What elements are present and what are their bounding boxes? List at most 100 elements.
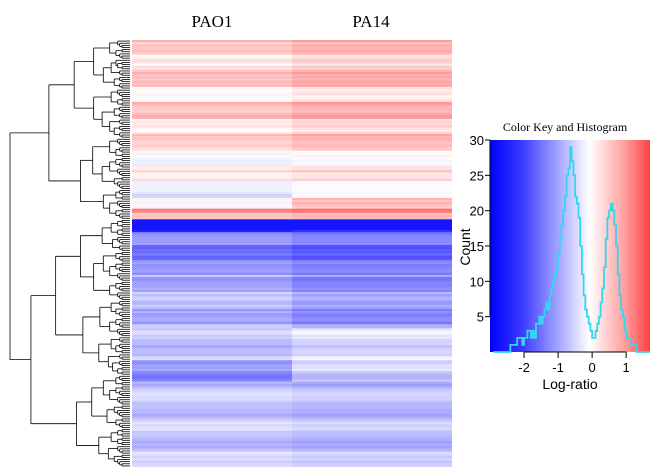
heatmap-cell [292,462,452,466]
heatmap-cell [292,52,452,56]
heatmap-cell [292,276,452,280]
histogram-y-tick-label: 5 [477,310,484,325]
heatmap-cell [132,157,292,160]
heatmap-cell [292,439,452,442]
histogram-x-tick-label: 0 [589,360,596,375]
row-dendrogram [9,40,130,467]
heatmap-cell [132,44,292,47]
heatmap-cell [292,343,452,346]
heatmap-cell [132,392,292,395]
heatmap-cell [132,345,292,348]
heatmap-cell [292,328,452,331]
heatmap-cell [292,42,452,45]
column-label-pa14: PA14 [352,12,390,31]
heatmap-cell [132,221,292,224]
heatmap-cell [132,385,292,389]
heatmap-cell [132,298,292,301]
heatmap-cell [292,44,452,47]
heatmap-cell [132,151,292,154]
heatmap-cell [292,118,452,122]
heatmap-cell [132,289,292,293]
heatmap-cell [292,232,452,235]
heatmap-cell [132,349,292,353]
heatmap-cell [132,432,292,436]
heatmap-cell [132,142,292,146]
heatmap-cell [292,460,452,464]
heatmap-cell [292,396,452,400]
heatmap-cell [132,443,292,447]
heatmap-cell [292,127,452,131]
heatmap-cell [292,208,452,212]
heatmap-cell [292,221,452,224]
heatmap-cell [132,411,292,415]
heatmap-cell [132,244,292,248]
heatmap-cell [292,306,452,310]
heatmap-cell [292,195,452,199]
heatmap-cell [292,300,452,303]
heatmap-cell [292,370,452,374]
heatmap: PAO1 PA14 [9,12,452,467]
heatmap-cell [292,247,452,250]
heatmap-cell [132,168,292,171]
heatmap-cell [132,116,292,120]
heatmap-cell [132,464,292,467]
heatmap-cell [292,140,452,143]
heatmap-cell [292,187,452,190]
heatmap-cell [292,296,452,299]
heatmap-cell [132,69,292,73]
heatmap-cell [132,195,292,199]
heatmap-cell [132,212,292,216]
heatmap-cell [292,210,452,214]
heatmap-cell [132,86,292,90]
heatmap-cell [132,430,292,434]
heatmap-cell [292,48,452,52]
heatmap-cell [292,91,452,94]
heatmap-cell [292,40,452,43]
heatmap-cell [292,101,452,105]
heatmap-cell [292,388,452,391]
heatmap-cell [132,317,292,321]
heatmap-cell [132,268,292,271]
heatmap-cell [132,50,292,54]
heatmap-cell [132,285,292,289]
heatmap-cell [132,101,292,105]
heatmap-cell [132,232,292,235]
heatmap-cell [132,368,292,372]
heatmap-cell [132,323,292,327]
heatmap-cell [292,212,452,216]
heatmap-cell [292,272,452,276]
heatmap-cell [132,454,292,457]
heatmap-cell [132,121,292,124]
heatmap-cell [132,413,292,417]
heatmap-cell [132,415,292,419]
heatmap-cell [292,390,452,393]
heatmap-cell [292,449,452,453]
heatmap-cell [132,148,292,152]
heatmap-cell [292,319,452,323]
heatmap-cell [292,445,452,449]
heatmap-cell [132,42,292,45]
heatmap-cell [292,349,452,353]
histogram-x-tick-label: 1 [623,360,630,375]
heatmap-cell [132,238,292,242]
heatmap-cell [132,118,292,122]
heatmap-cell [292,67,452,71]
heatmap-cell [132,373,292,376]
heatmap-cell [132,343,292,346]
heatmap-cell [132,76,292,79]
heatmap-cell [132,390,292,393]
heatmap-cell [292,151,452,154]
heatmap-cell [292,336,452,340]
heatmap-cell [292,385,452,389]
heatmap-cell [292,176,452,180]
heatmap-cell [132,311,292,314]
heatmap-cell [132,206,292,210]
heatmap-cell [292,424,452,427]
heatmap-cell [132,253,292,257]
heatmap-cell [132,400,292,404]
heatmap-cell [292,236,452,239]
heatmap-cell [132,398,292,402]
heatmap-cell [132,123,292,126]
heatmap-cell [132,40,292,43]
heatmap-cell [132,133,292,137]
